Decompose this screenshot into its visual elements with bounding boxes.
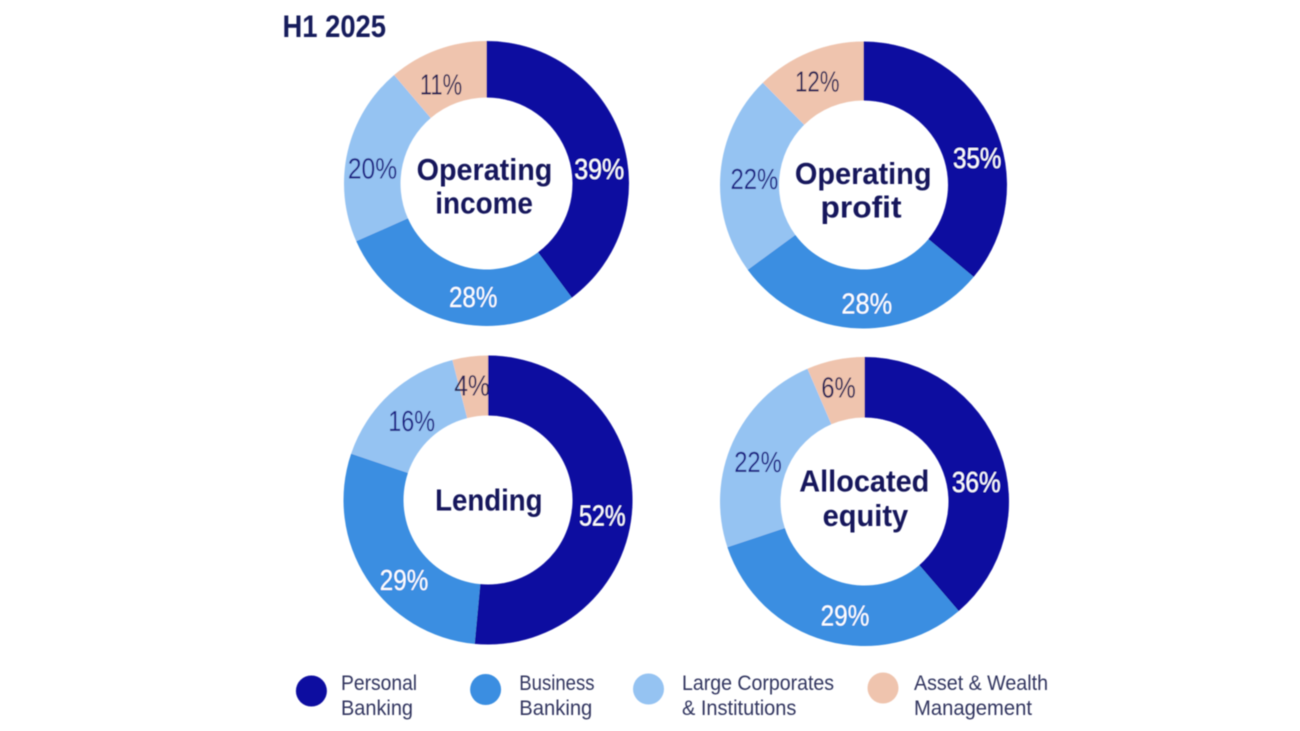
svg-text:equity: equity xyxy=(823,499,909,533)
svg-text:28%: 28% xyxy=(449,282,498,314)
svg-text:20%: 20% xyxy=(348,154,397,186)
svg-text:4%: 4% xyxy=(454,371,490,403)
svg-text:29%: 29% xyxy=(821,601,870,633)
svg-text:Allocated: Allocated xyxy=(799,465,929,499)
svg-text:Operating: Operating xyxy=(417,153,553,187)
svg-text:Banking: Banking xyxy=(519,696,592,720)
svg-text:Asset & Wealth: Asset & Wealth xyxy=(914,671,1048,695)
svg-text:H1 2025: H1 2025 xyxy=(283,8,387,44)
svg-text:11%: 11% xyxy=(420,69,462,101)
svg-text:35%: 35% xyxy=(953,143,1001,175)
svg-text:28%: 28% xyxy=(841,288,892,320)
svg-text:Banking: Banking xyxy=(341,696,413,720)
svg-text:29%: 29% xyxy=(380,565,429,597)
svg-text:52%: 52% xyxy=(579,500,626,532)
svg-text:Large Corporates: Large Corporates xyxy=(682,671,834,695)
svg-text:12%: 12% xyxy=(795,67,840,99)
svg-text:Lending: Lending xyxy=(435,483,542,517)
svg-text:16%: 16% xyxy=(388,406,435,438)
svg-text:Operating: Operating xyxy=(795,157,932,191)
svg-text:22%: 22% xyxy=(734,447,782,479)
svg-text:Personal: Personal xyxy=(341,671,417,695)
svg-text:& Institutions: & Institutions xyxy=(682,696,796,720)
svg-text:Management: Management xyxy=(914,696,1032,720)
svg-text:22%: 22% xyxy=(731,164,779,196)
svg-text:income: income xyxy=(435,186,533,220)
svg-text:6%: 6% xyxy=(821,373,856,405)
svg-text:Business: Business xyxy=(519,671,594,695)
svg-text:39%: 39% xyxy=(574,154,624,186)
svg-text:profit: profit xyxy=(821,191,902,225)
svg-text:36%: 36% xyxy=(952,467,1001,499)
